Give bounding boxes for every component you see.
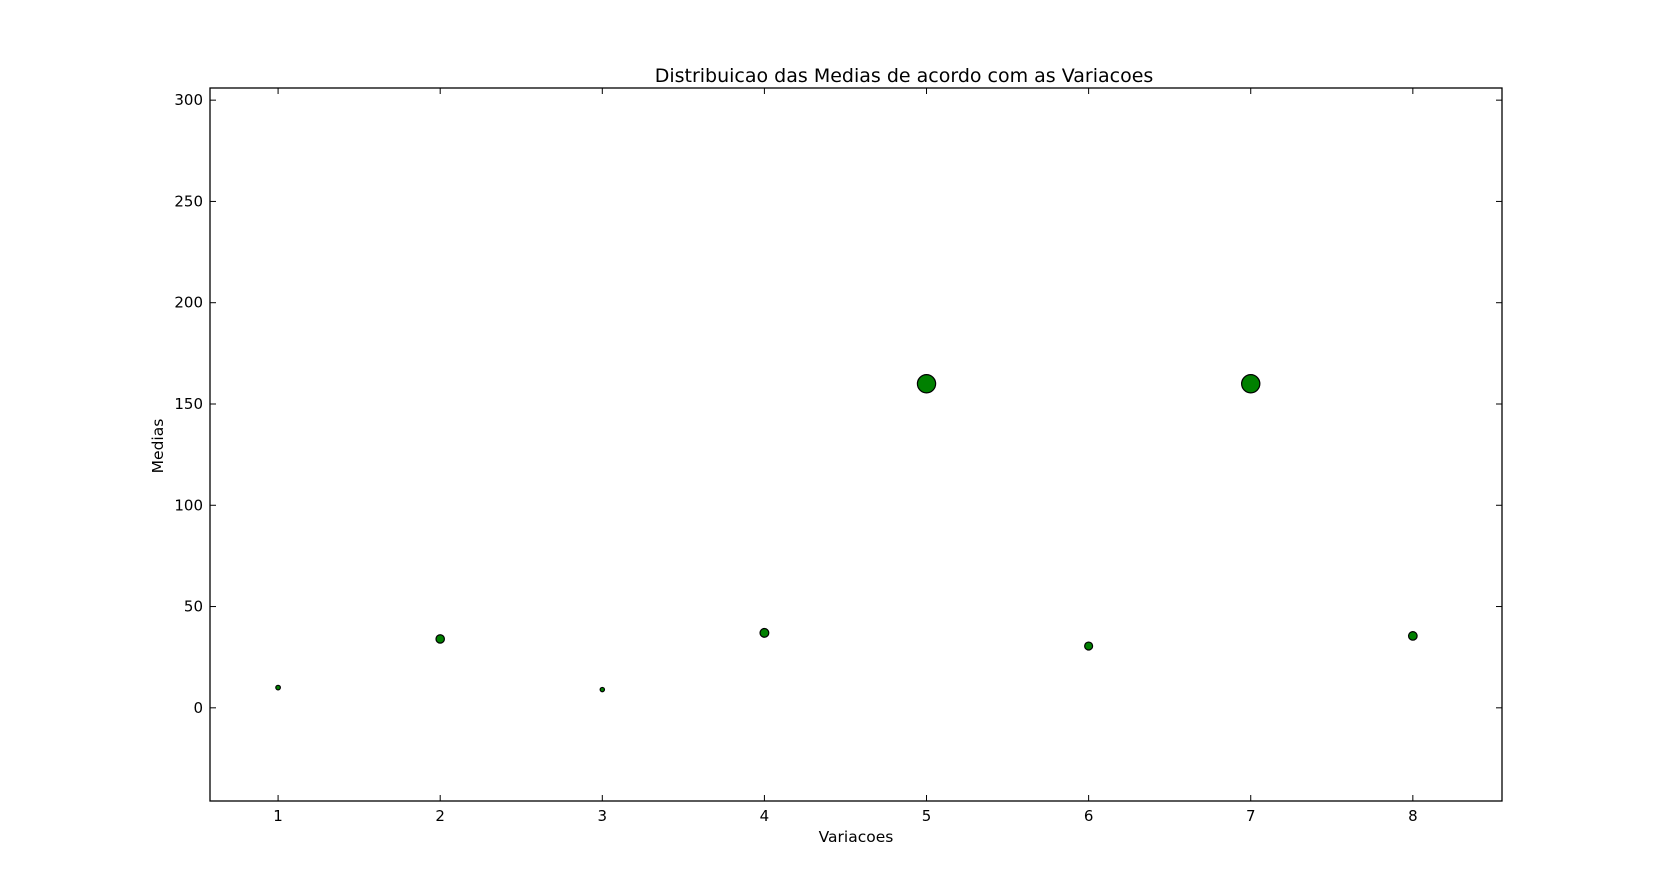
- y-tick-label: 0: [193, 699, 203, 717]
- y-tick-label: 100: [174, 496, 203, 514]
- y-tick-label: 300: [174, 91, 203, 109]
- y-axis-title: Medias: [149, 419, 167, 474]
- scatter-point: [435, 634, 445, 644]
- x-tick-label: 6: [1084, 807, 1094, 825]
- scatter-point: [1241, 374, 1261, 394]
- chart-title: Distribuicao das Medias de acordo com as…: [655, 65, 1154, 87]
- x-tick-label: 5: [922, 807, 932, 825]
- ticks-layer: 1 2 3 4 5 6 7 8 0 50 100 150 200 250 300: [174, 88, 1502, 825]
- x-tick-label: 2: [435, 807, 445, 825]
- plot-frame: [209, 87, 1503, 802]
- scatter-point: [275, 684, 281, 691]
- scatter-point: [1084, 641, 1094, 651]
- y-tick-label: 250: [174, 192, 203, 210]
- x-tick-label: 1: [273, 807, 283, 825]
- scatter-point: [916, 374, 937, 394]
- scatter-point: [759, 627, 770, 638]
- scatter-point: [599, 686, 606, 693]
- y-tick-label: 200: [174, 294, 203, 312]
- x-tick-label: 3: [598, 807, 608, 825]
- x-tick-label: 4: [760, 807, 770, 825]
- x-tick-label: 8: [1408, 807, 1418, 825]
- x-tick-label: 7: [1246, 807, 1256, 825]
- x-axis-title: Variacoes: [819, 828, 894, 846]
- points-layer: [275, 374, 1418, 693]
- y-tick-label: 150: [174, 395, 203, 413]
- y-tick-label: 50: [184, 598, 203, 616]
- scatter-point: [1407, 631, 1418, 641]
